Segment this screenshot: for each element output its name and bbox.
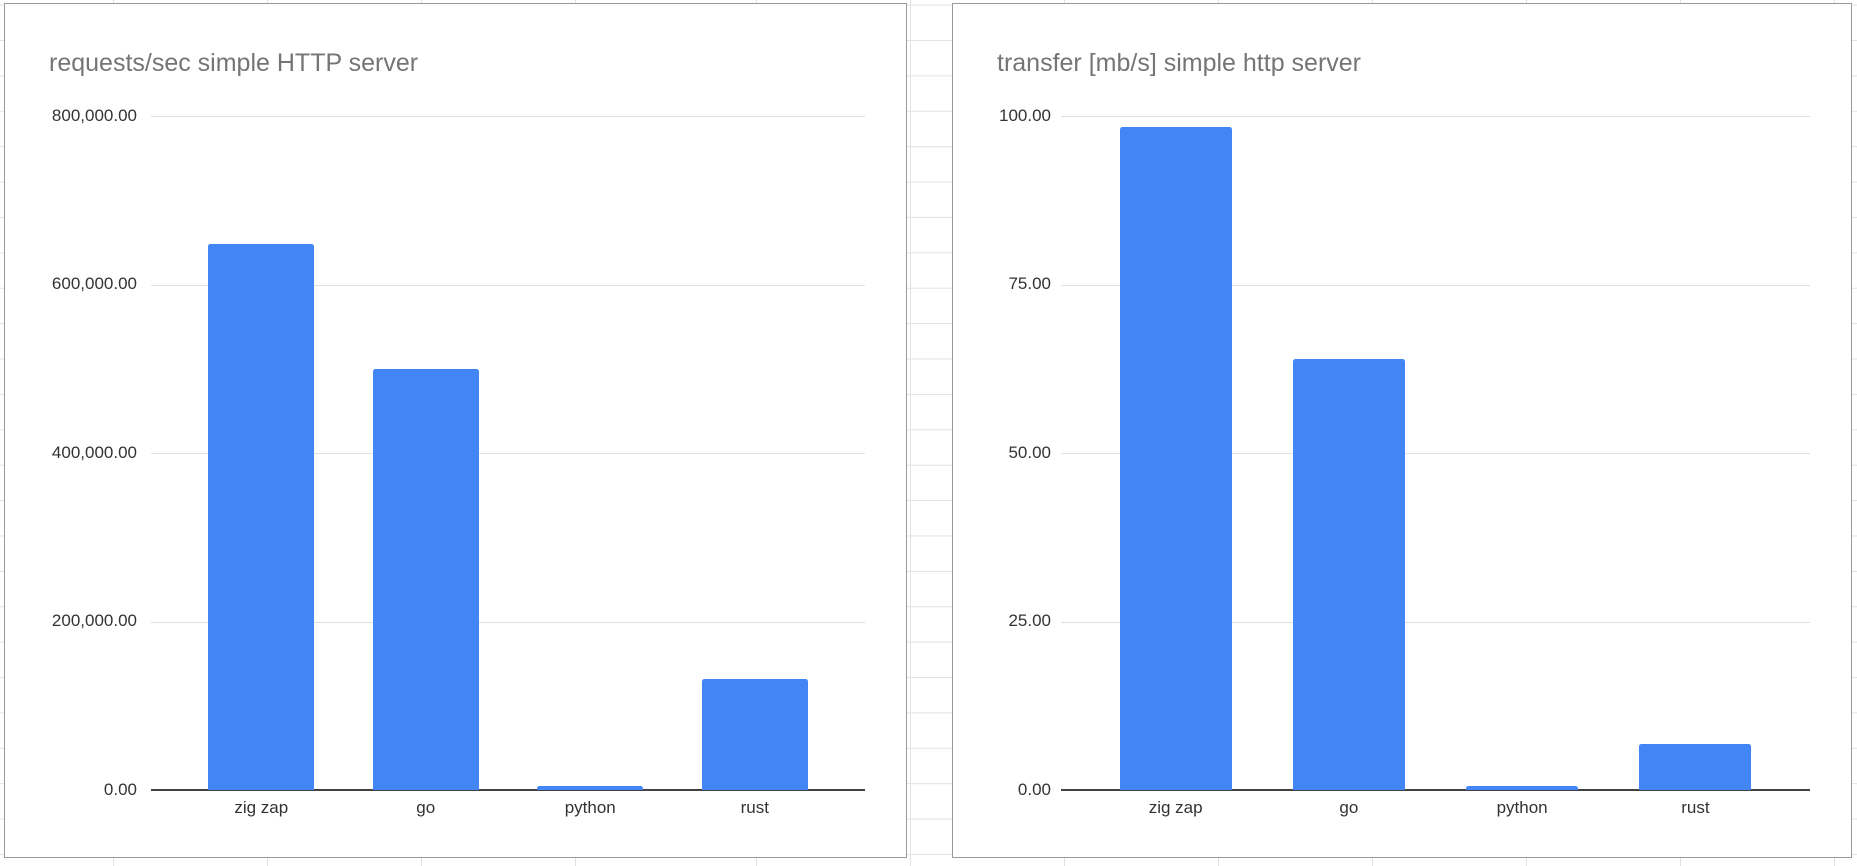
gridline [1061,116,1810,117]
bar-zig-zap [1119,126,1232,790]
y-axis-tick-label: 200,000.00 [51,611,137,630]
x-axis-category-label: go [416,798,436,817]
bar-python [537,785,644,790]
bar-slot [508,116,673,790]
bar-go [372,368,479,790]
y-axis-tick-label: 50.00 [1008,443,1051,462]
gridline [151,621,865,623]
x-axis-category-label: zig zap [1148,798,1203,817]
x-axis-category-label: go [1339,798,1359,817]
gridline [151,284,865,286]
x-axis-category-label: python [1496,798,1548,817]
chart-title: requests/sec simple HTTP server [49,49,419,77]
x-axis-line [1061,789,1810,791]
x-axis: zig zap go python rust [1061,798,1810,818]
bar-series [1061,116,1810,790]
gridline [1061,621,1810,623]
bar-slot [344,116,509,790]
bar-rust [1639,744,1752,790]
bar-series [151,116,865,790]
gridline [1061,284,1810,286]
chart-transfer-mbs[interactable]: transfer [mb/s] simple http server 100.0… [952,3,1852,858]
y-axis: 100.00 75.00 50.00 25.00 0.00 [953,4,1051,857]
grid-column-line [910,0,911,866]
plot-area [151,116,865,791]
bar-rust [701,678,808,790]
bar-slot [179,116,344,790]
plot-area [1061,116,1810,791]
gridline [151,453,865,454]
y-axis: 800,000.00 600,000.00 400,000.00 200,000… [5,4,137,857]
x-axis-category-label: rust [740,798,769,817]
x-axis: zig zap go python rust [151,798,865,818]
bar-slot [673,116,838,790]
y-axis-tick-label: 75.00 [1008,274,1051,293]
bar-python [1466,785,1579,790]
bar-slot [1089,116,1262,790]
gridline [151,116,865,117]
y-axis-tick-label: 25.00 [1008,611,1051,630]
chart-requests-per-sec[interactable]: requests/sec simple HTTP server 800,000.… [4,3,907,858]
y-axis-tick-label: 600,000.00 [51,274,137,293]
bar-slot [1262,116,1435,790]
y-axis-tick-label: 0.00 [103,780,137,799]
bar-zig-zap [208,244,315,790]
y-axis-tick-label: 0.00 [1017,780,1051,799]
x-axis-line [151,789,865,791]
x-axis-category-label: rust [1681,798,1710,817]
x-axis-category-label: zig zap [234,798,289,817]
chart-title: transfer [mb/s] simple http server [997,49,1362,77]
x-axis-category-label: python [564,798,616,817]
y-axis-tick-label: 100.00 [999,106,1051,125]
y-axis-tick-label: 800,000.00 [51,106,137,125]
gridline [1061,453,1810,454]
bar-go [1292,358,1405,790]
bar-slot [1609,116,1782,790]
bar-slot [1436,116,1609,790]
y-axis-tick-label: 400,000.00 [51,443,137,462]
